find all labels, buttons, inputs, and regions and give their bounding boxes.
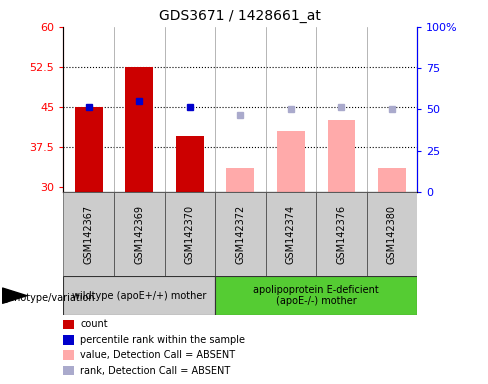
Text: genotype/variation: genotype/variation <box>2 293 95 303</box>
Text: apolipoprotein E-deficient
(apoE-/-) mother: apolipoprotein E-deficient (apoE-/-) mot… <box>253 285 379 306</box>
Bar <box>63 192 114 276</box>
Bar <box>164 192 215 276</box>
Text: GSM142369: GSM142369 <box>134 205 144 264</box>
Text: wildtype (apoE+/+) mother: wildtype (apoE+/+) mother <box>72 291 206 301</box>
Text: GSM142376: GSM142376 <box>336 205 346 264</box>
Bar <box>316 192 366 276</box>
Bar <box>215 276 417 315</box>
Bar <box>215 192 265 276</box>
Bar <box>366 192 417 276</box>
Bar <box>277 131 305 192</box>
Text: value, Detection Call = ABSENT: value, Detection Call = ABSENT <box>80 350 235 360</box>
Text: GSM142374: GSM142374 <box>286 205 296 264</box>
Text: GSM142380: GSM142380 <box>387 205 397 264</box>
Text: GSM142370: GSM142370 <box>185 205 195 264</box>
Bar <box>125 67 153 192</box>
Text: count: count <box>80 319 108 329</box>
Text: GSM142367: GSM142367 <box>84 205 94 264</box>
Text: percentile rank within the sample: percentile rank within the sample <box>80 335 245 345</box>
Text: rank, Detection Call = ABSENT: rank, Detection Call = ABSENT <box>80 366 230 376</box>
Bar <box>176 136 203 192</box>
Bar <box>75 107 102 192</box>
Bar <box>63 276 215 315</box>
Polygon shape <box>2 288 27 303</box>
Title: GDS3671 / 1428661_at: GDS3671 / 1428661_at <box>160 9 321 23</box>
Bar <box>327 120 355 192</box>
Bar <box>378 168 406 192</box>
Bar <box>114 192 164 276</box>
Bar <box>265 192 316 276</box>
Bar <box>226 168 254 192</box>
Text: GSM142372: GSM142372 <box>235 205 245 264</box>
